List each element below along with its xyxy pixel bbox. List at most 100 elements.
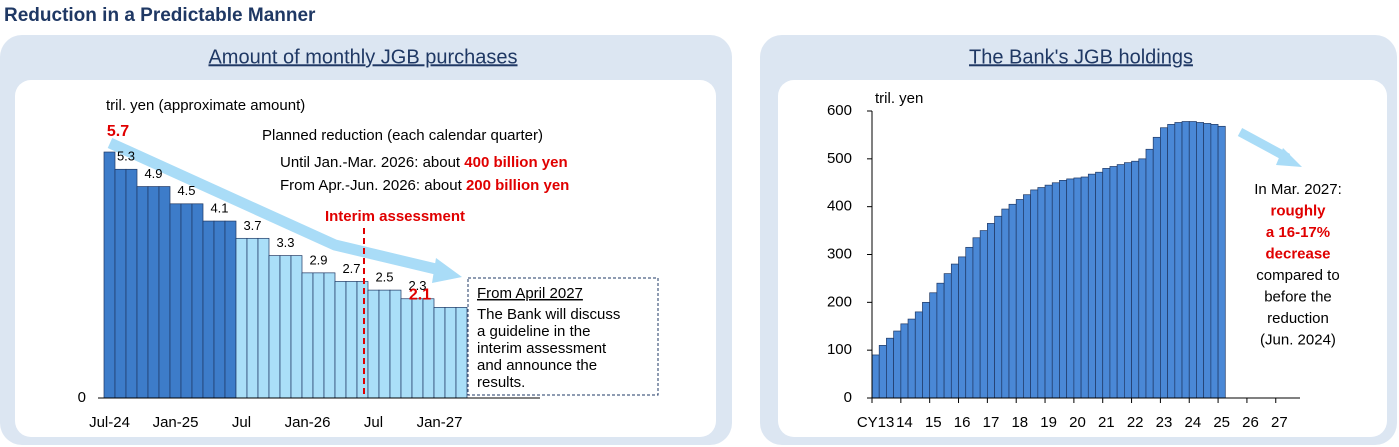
bar	[1037, 187, 1046, 399]
bar	[268, 255, 281, 399]
note-box-title: From April 2027	[477, 285, 583, 302]
bar	[1066, 178, 1075, 399]
bar	[1109, 166, 1118, 399]
y-tick-label: 500	[827, 150, 852, 167]
value-label: 2.9	[309, 252, 327, 267]
bar	[367, 289, 380, 399]
x-tick-label: 18	[1011, 414, 1028, 431]
x-tick-label: Jul	[232, 414, 251, 431]
bar	[257, 237, 270, 399]
note-highlight: roughly	[1271, 202, 1327, 219]
x-tick-label: Jul-24	[89, 414, 130, 431]
note-line: reduction	[1267, 310, 1329, 327]
bar	[1059, 180, 1068, 399]
bar	[950, 263, 959, 399]
x-tick-label: Jan-27	[417, 414, 463, 431]
page-title: Reduction in a Predictable Manner	[4, 5, 316, 26]
bar	[103, 151, 116, 399]
bar	[972, 237, 981, 399]
note-line: In Mar. 2027:	[1254, 181, 1342, 198]
bar	[389, 289, 402, 399]
note-box	[467, 277, 659, 396]
chart-title: Amount of monthly JGB purchases	[208, 46, 517, 68]
bar	[1102, 168, 1111, 399]
y-axis-label: tril. yen (approximate amount)	[106, 97, 305, 114]
bar	[958, 256, 967, 399]
y-tick-label: 600	[827, 102, 852, 119]
bar	[922, 301, 931, 399]
bar	[1138, 158, 1147, 399]
bar	[1131, 160, 1140, 399]
bar	[1073, 177, 1082, 399]
bar	[224, 220, 237, 399]
value-label: 3.3	[276, 235, 294, 250]
bar	[455, 307, 468, 399]
bar	[943, 273, 952, 399]
x-tick-label: Jan-26	[285, 414, 331, 431]
bar	[235, 237, 248, 399]
bar	[1008, 203, 1017, 399]
x-tick-label: 26	[1242, 414, 1259, 431]
x-tick-label: 25	[1213, 414, 1230, 431]
bar	[114, 168, 127, 399]
bar	[1080, 176, 1089, 399]
planned-row: From Apr.-Jun. 2026: about 200 billion y…	[280, 177, 569, 194]
note-box-line: The Bank will discuss	[477, 306, 620, 323]
y-tick-label: 0	[78, 389, 86, 406]
bar	[169, 203, 182, 399]
bar	[1188, 121, 1197, 399]
row-amount: 400 billion yen	[464, 154, 567, 171]
x-tick-label: Jan-25	[153, 414, 199, 431]
note-box-line: interim assessment	[477, 340, 607, 357]
value-label: 4.1	[210, 201, 228, 216]
x-tick-label: 24	[1185, 414, 1202, 431]
x-tick-label: 15	[925, 414, 942, 431]
bar	[1160, 127, 1168, 399]
bar	[1145, 148, 1154, 399]
bar	[1167, 124, 1176, 399]
row-amount: 200 billion yen	[466, 177, 569, 194]
value-label: 5.3	[117, 149, 135, 164]
bar	[158, 186, 171, 399]
bar	[246, 237, 259, 399]
note-line: compared to	[1256, 267, 1339, 284]
bar	[886, 337, 894, 399]
value-label: 5.7	[107, 123, 129, 140]
bar	[1087, 173, 1096, 399]
y-axis-label: tril. yen	[875, 90, 923, 107]
bar	[202, 220, 215, 399]
note-box-line: and announce the	[477, 357, 597, 374]
x-tick-label: 20	[1069, 414, 1086, 431]
y-tick-label: 300	[827, 245, 852, 262]
bar	[929, 292, 938, 399]
row-text: From Apr.-Jun. 2026: about	[280, 177, 463, 194]
bar	[125, 168, 138, 399]
note-line: before the	[1264, 288, 1332, 305]
x-tick-label: 16	[954, 414, 971, 431]
note-highlight: a 16-17%	[1266, 224, 1330, 241]
bar	[180, 203, 193, 399]
bar	[422, 298, 435, 399]
bar	[1051, 182, 1060, 399]
bar	[1030, 189, 1039, 399]
bar	[1044, 184, 1053, 399]
x-tick-label: 23	[1156, 414, 1173, 431]
bar	[1174, 122, 1183, 399]
bar	[1217, 125, 1226, 399]
bar	[323, 272, 336, 399]
bar	[433, 307, 446, 399]
bar	[936, 282, 945, 399]
bar	[1095, 171, 1104, 399]
right-arrow	[1237, 128, 1302, 167]
note-box-line: a guideline in the	[477, 323, 590, 340]
bar	[994, 215, 1003, 399]
value-label: 2.1	[409, 287, 431, 304]
note-highlight: decrease	[1265, 245, 1330, 262]
bar	[345, 281, 358, 399]
y-tick-label: 400	[827, 198, 852, 215]
note-box-line: results.	[477, 374, 525, 391]
value-label: 2.5	[375, 270, 393, 285]
bar	[279, 255, 292, 399]
note-line: (Jun. 2024)	[1260, 331, 1336, 348]
